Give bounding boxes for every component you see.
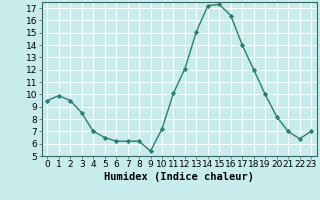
X-axis label: Humidex (Indice chaleur): Humidex (Indice chaleur) bbox=[104, 172, 254, 182]
